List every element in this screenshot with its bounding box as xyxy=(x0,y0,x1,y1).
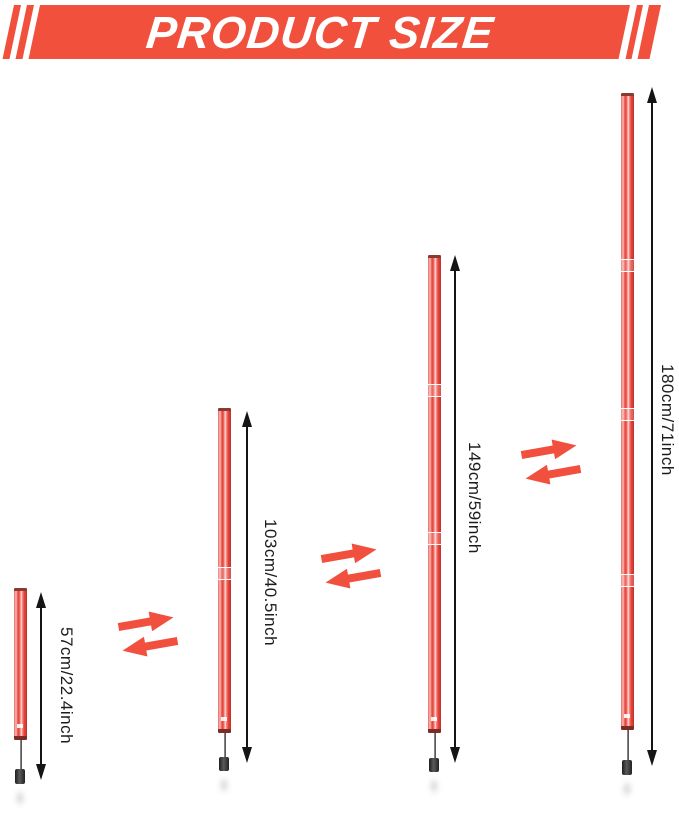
pole-180cm xyxy=(621,93,634,730)
arrow-up-head xyxy=(646,87,657,103)
right-arrow-glyph xyxy=(520,435,579,464)
arrow-line xyxy=(651,101,653,752)
left-arrow-glyph xyxy=(524,459,583,488)
pole-sticker xyxy=(17,724,23,728)
foot-shadow xyxy=(428,775,440,797)
arrow-down-head xyxy=(449,747,460,763)
arrow-up-head xyxy=(241,411,252,427)
page-title: PRODUCT SIZE xyxy=(143,7,497,58)
pole-bottom-cap xyxy=(621,726,634,730)
double-headed-vertical-arrow xyxy=(241,411,253,763)
right-arrow-glyph xyxy=(117,607,176,636)
pole-bottom-cap xyxy=(218,729,231,733)
pole-top-cap xyxy=(14,588,27,591)
size-label-180cm: 180cm/71inch xyxy=(658,364,677,476)
pole-joint xyxy=(621,258,634,272)
arrow-line xyxy=(40,606,42,766)
arrow-up-head xyxy=(449,255,460,271)
pole-sticker xyxy=(624,714,630,718)
pole-sticker xyxy=(221,717,227,721)
size-label-149cm: 149cm/59inch xyxy=(465,442,484,554)
pole-103cm xyxy=(218,408,231,733)
arrow-line xyxy=(246,425,248,749)
pole-threaded-rod xyxy=(19,740,22,769)
pole-top-cap xyxy=(218,408,231,411)
double-headed-vertical-arrow xyxy=(449,255,461,763)
left-arrow-glyph xyxy=(324,563,383,592)
swap-arrows-icon xyxy=(117,607,180,660)
double-headed-vertical-arrow xyxy=(646,87,658,766)
arrow-down-head xyxy=(35,764,46,780)
pole-threaded-rod xyxy=(223,733,226,757)
pole-joint xyxy=(428,532,441,546)
arrow-down-head xyxy=(241,747,252,763)
pole-sticker xyxy=(431,717,437,721)
right-arrow-glyph xyxy=(320,539,379,568)
pole-foot xyxy=(219,757,229,771)
pole-foot xyxy=(429,758,439,772)
pole-joint xyxy=(218,567,231,581)
swap-arrows-icon xyxy=(520,435,583,488)
arrow-up-head xyxy=(35,592,46,608)
pole-149cm xyxy=(428,255,441,733)
size-label-103cm: 103cm/40.5inch xyxy=(261,519,280,647)
swap-arrows-icon xyxy=(320,539,383,592)
pole-bottom-cap xyxy=(428,729,441,733)
pole-top-cap xyxy=(621,93,634,96)
double-headed-vertical-arrow xyxy=(35,592,47,780)
size-label-57cm: 57cm/22.4inch xyxy=(57,627,76,745)
left-arrow-glyph xyxy=(121,631,180,660)
foot-shadow xyxy=(218,774,230,796)
pole-foot xyxy=(15,769,25,784)
pole-threaded-rod xyxy=(626,730,629,760)
foot-shadow xyxy=(621,778,633,800)
title-banner: PRODUCT SIZE xyxy=(28,5,630,59)
pole-57cm xyxy=(14,588,27,740)
arrow-line xyxy=(454,269,456,749)
pole-joint xyxy=(621,408,634,422)
pole-bottom-cap xyxy=(14,736,27,740)
pole-joint xyxy=(428,384,441,398)
pole-foot xyxy=(622,760,632,775)
pole-joint xyxy=(621,573,634,587)
pole-threaded-rod xyxy=(433,733,436,758)
pole-top-cap xyxy=(428,255,441,258)
arrow-down-head xyxy=(646,750,657,766)
foot-shadow xyxy=(14,787,26,809)
